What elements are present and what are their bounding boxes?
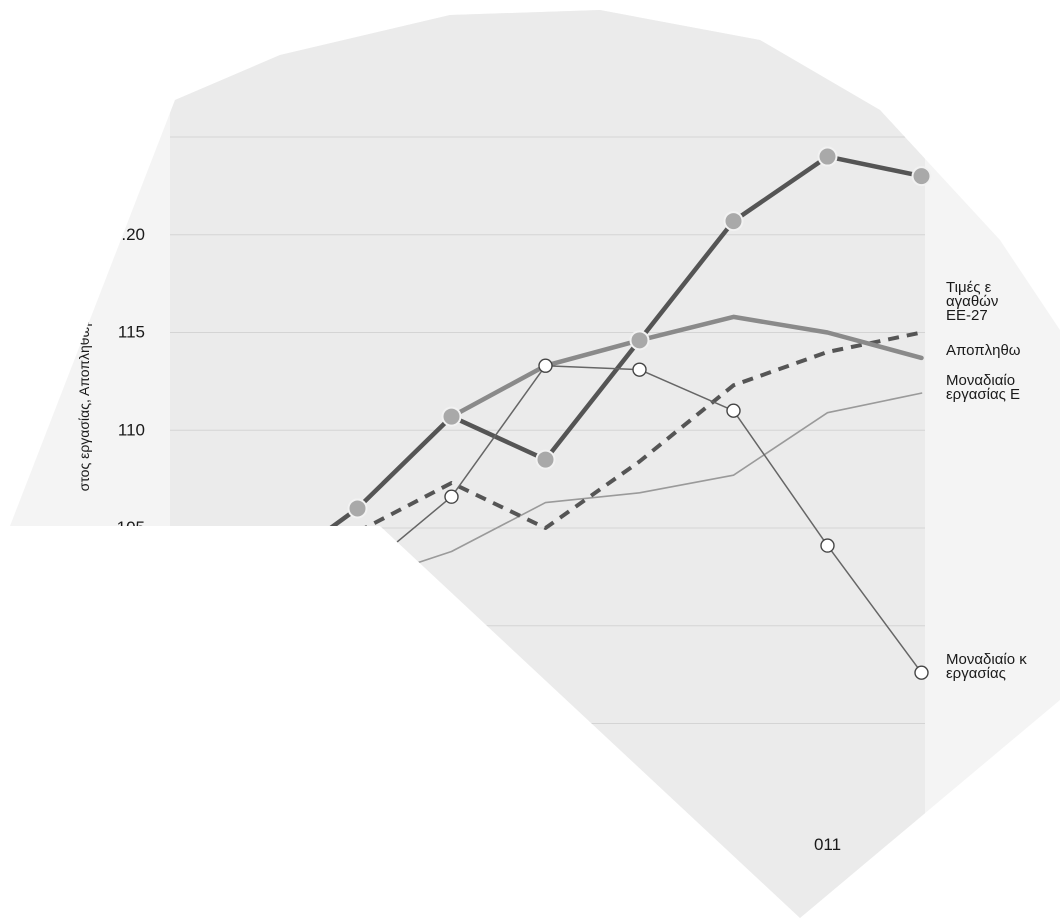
legend-label: Μοναδιαίο κ εργασίας	[946, 651, 1027, 682]
data-point	[820, 538, 835, 553]
legend-label-line: εργασίας Ε	[946, 386, 1020, 403]
legend-label-line: εργασίας	[946, 665, 1006, 682]
y-tick-label: 110	[118, 420, 145, 439]
data-point	[253, 566, 274, 587]
series-layer	[159, 146, 932, 680]
data-point	[441, 406, 462, 427]
series-4	[356, 392, 923, 584]
data-point	[444, 489, 459, 504]
data-point	[726, 403, 741, 418]
x-tick-label: 2012	[903, 835, 941, 854]
data-point	[914, 665, 929, 680]
data-point	[347, 498, 368, 519]
data-point	[629, 330, 650, 351]
legend-label: Αποπληθω	[946, 342, 1021, 359]
data-point	[817, 146, 838, 167]
lens-content: 105 110 115 .20 011 2012 Τιμές ε αγαθών ΕΕ-27 Α…	[76, 10, 1027, 918]
y-tick-label: 105	[117, 518, 145, 537]
series-line	[356, 392, 923, 584]
series-3	[356, 330, 922, 534]
data-point	[535, 449, 556, 470]
legend-label-line: Τιμές ε	[946, 279, 992, 296]
series-line	[449, 314, 924, 419]
y-axis-label: στος εργασίας, Αποπληθωρισμ	[76, 299, 92, 492]
data-point	[632, 362, 647, 377]
legend-label-line: Μοναδιαίο	[946, 372, 1015, 389]
legend-label: Τιμές ε αγαθών ΕΕ-27	[946, 279, 998, 324]
data-point	[538, 358, 553, 373]
data-point	[159, 648, 180, 669]
legend-label: Μοναδιαίο εργασίας Ε	[946, 372, 1020, 403]
x-tick-label: 011	[814, 835, 841, 854]
series-line	[356, 330, 922, 534]
legend-label-line: ΕΕ-27	[946, 307, 988, 324]
legend-label-line: Μοναδιαίο κ	[946, 651, 1027, 668]
data-point	[350, 567, 365, 583]
data-point	[911, 166, 932, 187]
y-tick-label: .20	[121, 225, 145, 244]
y-tick-label: 115	[118, 323, 145, 342]
data-point	[723, 211, 744, 232]
legend-label-line: Αποπληθω	[946, 342, 1021, 359]
legend-label-line: αγαθών	[946, 293, 998, 310]
series-2	[449, 314, 924, 419]
